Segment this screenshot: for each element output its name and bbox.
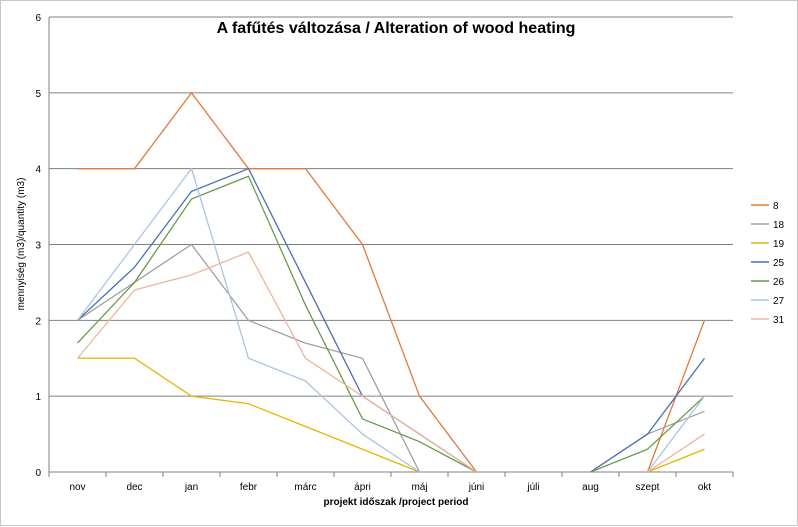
x-tick-label: júli <box>526 482 539 493</box>
legend-label-26: 26 <box>773 277 785 288</box>
y-tick-label: 0 <box>35 468 41 479</box>
legend-label-31: 31 <box>773 315 785 326</box>
x-tick-label: jan <box>184 482 198 493</box>
x-tick-label: dec <box>126 482 142 493</box>
legend-label-18: 18 <box>773 220 785 231</box>
y-axis-label: mennyiség (m3)/quantity (m3) <box>16 178 27 311</box>
series-line-26 <box>77 175 705 473</box>
x-tick-label: okt <box>698 482 712 493</box>
y-tick-label: 6 <box>35 13 41 24</box>
x-tick-label: szept <box>636 482 660 493</box>
y-tick-label: 4 <box>35 165 41 176</box>
y-tick-label: 2 <box>35 316 41 327</box>
series-line-18 <box>77 243 705 473</box>
x-tick-label: ápri <box>354 482 371 493</box>
chart-title: A fafűtés változása / Alteration of wood… <box>217 20 576 37</box>
x-tick-label: júni <box>468 482 485 493</box>
series-line-31 <box>77 251 705 473</box>
legend-label-8: 8 <box>773 201 779 212</box>
x-tick-label: márc <box>294 482 316 493</box>
x-tick-label: nov <box>69 482 85 493</box>
x-tick-label: febr <box>240 482 258 493</box>
y-tick-label: 3 <box>35 241 41 252</box>
x-tick-label: máj <box>411 482 427 493</box>
legend-label-27: 27 <box>773 296 785 307</box>
x-tick-label: aug <box>582 482 599 493</box>
series-line-27 <box>76 167 706 473</box>
legend-label-19: 19 <box>773 239 785 250</box>
x-axis-label: projekt időszak /project period <box>323 497 468 508</box>
series-line-19 <box>77 357 705 473</box>
y-tick-label: 5 <box>35 89 41 100</box>
y-tick-label: 1 <box>35 392 41 403</box>
legend-label-25: 25 <box>773 258 785 269</box>
